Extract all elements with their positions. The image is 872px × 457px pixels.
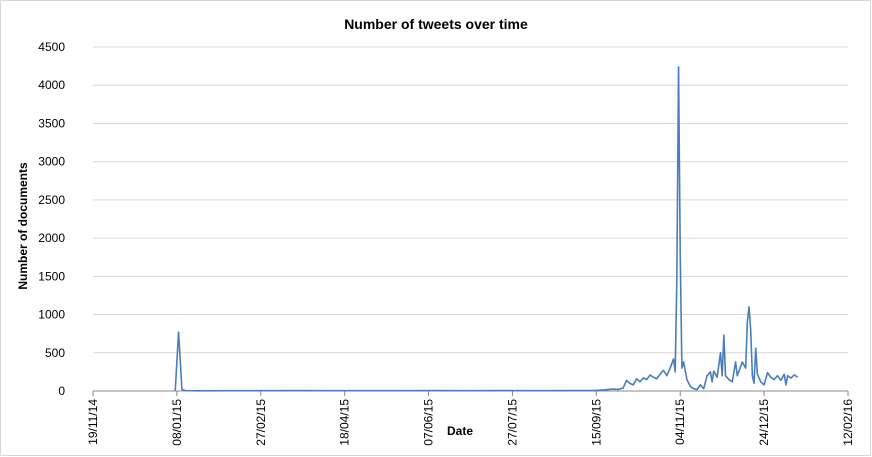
x-axis-label: Date (446, 424, 473, 438)
x-tick-label: 18/04/15 (338, 399, 352, 446)
x-tick-label: 12/02/16 (841, 399, 855, 446)
x-tick-label: 19/11/14 (86, 399, 100, 445)
y-tick-label: 1500 (38, 269, 65, 283)
chart-title: Number of tweets over time (344, 16, 528, 32)
y-tick-label: 2000 (38, 231, 65, 245)
x-tick-label: 27/02/15 (254, 399, 268, 446)
x-tick-label: 24/12/15 (757, 399, 771, 446)
y-tick-labels: 0 500 1000 1500 2000 2500 3000 3500 4000 4500 (38, 40, 65, 398)
x-tick-label: 07/06/15 (422, 399, 436, 446)
y-tick-label: 500 (45, 346, 65, 360)
x-tick-label: 08/01/15 (170, 399, 184, 446)
y-tick-label: 3000 (38, 155, 65, 169)
x-tick-labels: 19/11/14 08/01/15 27/02/15 18/04/15 07/06/15… (86, 391, 855, 446)
y-tick-label: 1000 (38, 308, 65, 322)
y-tick-label: 4500 (38, 40, 65, 54)
y-tick-label: 2500 (38, 193, 65, 207)
y-tick-label: 3500 (38, 116, 65, 130)
x-tick-label: 04/11/15 (673, 399, 687, 445)
series-line (174, 66, 799, 392)
y-tick-label: 0 (58, 384, 65, 398)
x-tick-label: 27/07/15 (505, 399, 519, 446)
x-tick-label: 15/09/15 (589, 399, 603, 446)
gridlines (93, 46, 848, 354)
y-tick-label: 4000 (38, 78, 65, 92)
series-group (174, 66, 799, 392)
